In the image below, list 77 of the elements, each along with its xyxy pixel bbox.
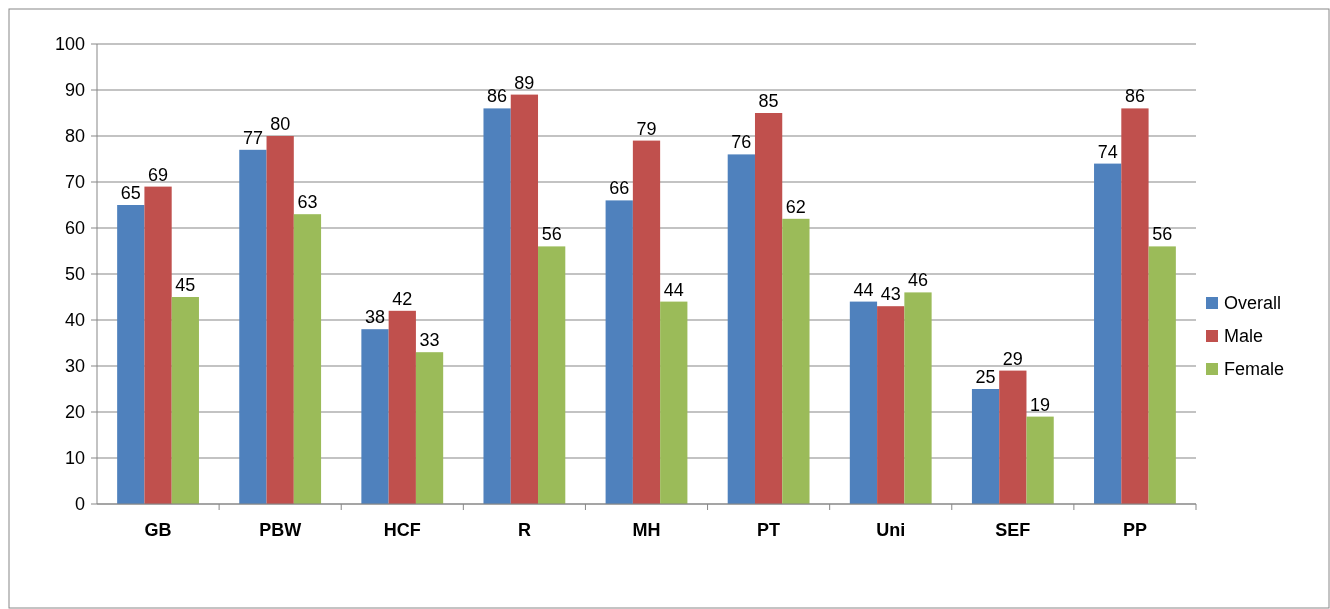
bar	[877, 306, 905, 504]
data-label: 45	[175, 275, 196, 295]
data-label: 56	[1152, 224, 1173, 245]
x-tick-label: R	[517, 520, 531, 540]
bar	[144, 186, 172, 504]
data-label: 66	[609, 178, 630, 199]
y-tick-label: 60	[64, 218, 85, 239]
y-tick-label: 0	[74, 494, 85, 515]
bar	[483, 108, 511, 504]
bar	[171, 297, 199, 504]
y-tick-label: 20	[64, 402, 85, 423]
data-label: 43	[880, 284, 901, 305]
data-label: 44	[853, 279, 874, 300]
bar	[605, 200, 633, 504]
bar	[510, 94, 539, 504]
bar	[849, 301, 878, 504]
bar	[632, 140, 661, 504]
data-label: 86	[1124, 86, 1145, 107]
data-label: 77	[242, 127, 263, 148]
data-label: 19	[1030, 394, 1051, 415]
data-label: 29	[1002, 348, 1023, 369]
data-label: 65	[120, 183, 141, 203]
y-tick-label: 40	[64, 310, 85, 331]
data-label: 42	[392, 288, 413, 309]
y-tick-label: 90	[64, 80, 85, 101]
data-label: 33	[419, 330, 440, 351]
bar	[361, 329, 389, 504]
data-label: 89	[514, 72, 535, 93]
legend-label: Male	[1224, 326, 1264, 347]
data-label: 62	[785, 196, 806, 217]
data-label: 69	[148, 164, 169, 185]
data-label: 74	[1097, 141, 1118, 162]
x-tick-label: SEF	[995, 520, 1031, 540]
data-label: 86	[487, 86, 508, 107]
bar	[538, 246, 566, 504]
bar	[971, 389, 1000, 504]
bar	[1026, 416, 1054, 504]
legend-label: Female	[1224, 359, 1285, 380]
bar	[904, 292, 932, 504]
data-label: 46	[907, 270, 929, 291]
bar	[782, 218, 810, 504]
bar	[1148, 246, 1176, 504]
y-tick-label: 10	[64, 448, 85, 469]
x-tick-label: GB	[144, 520, 172, 540]
bar	[754, 113, 783, 504]
x-tick-label: PP	[1122, 520, 1147, 540]
bar	[999, 370, 1027, 504]
y-tick-label: 100	[54, 34, 85, 55]
bar	[1094, 163, 1122, 504]
data-label: 76	[731, 132, 752, 153]
data-label: 63	[297, 192, 318, 213]
legend-label: Overall	[1224, 293, 1282, 314]
bar	[660, 301, 688, 504]
x-tick-label: MH	[632, 520, 661, 540]
bar	[388, 310, 416, 504]
bar	[239, 149, 267, 504]
x-tick-label: PT	[757, 520, 781, 540]
data-label: 56	[541, 224, 562, 245]
data-label: 38	[364, 307, 386, 328]
y-tick-label: 50	[64, 264, 85, 285]
y-tick-label: 30	[64, 356, 85, 377]
data-label: 44	[663, 279, 684, 300]
bar	[1121, 108, 1149, 504]
y-tick-label: 80	[64, 126, 85, 147]
bar	[117, 205, 145, 504]
data-label: 25	[975, 367, 996, 387]
x-tick-label: HCF	[383, 520, 421, 540]
data-label: 79	[636, 118, 657, 139]
data-label: 80	[270, 114, 291, 134]
data-label: 85	[758, 91, 779, 111]
x-tick-label: PBW	[259, 520, 302, 540]
x-tick-label: Uni	[876, 520, 906, 540]
bar	[727, 154, 755, 504]
bar	[266, 136, 294, 504]
bar	[293, 214, 322, 504]
y-tick-label: 70	[64, 172, 85, 193]
bar	[415, 352, 444, 504]
